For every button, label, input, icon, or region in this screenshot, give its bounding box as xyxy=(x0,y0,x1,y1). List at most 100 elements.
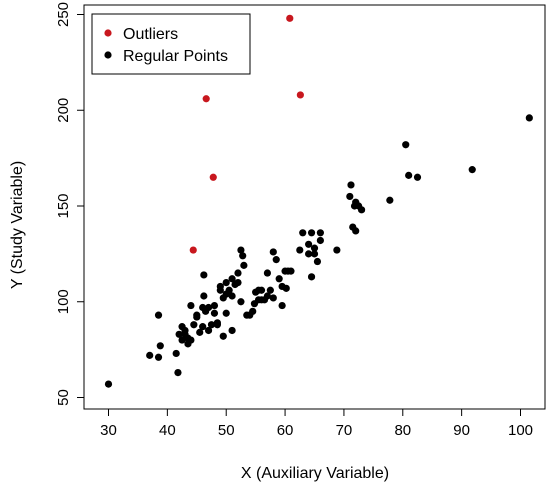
plot-area xyxy=(83,4,546,410)
x-tick-label: 30 xyxy=(100,422,117,439)
plot-border xyxy=(83,4,546,410)
regular-point xyxy=(222,309,230,317)
regular-point xyxy=(275,275,283,283)
regular-point xyxy=(207,321,216,329)
regular-point xyxy=(282,284,290,292)
regular-point xyxy=(254,286,263,294)
regular-point xyxy=(525,114,533,122)
legend-label: Outliers xyxy=(123,26,178,43)
regular-point xyxy=(243,311,251,319)
regular-point xyxy=(269,248,277,256)
regular-point xyxy=(260,296,269,304)
regular-point xyxy=(310,250,319,258)
regular-point xyxy=(234,279,242,287)
regular-point xyxy=(386,196,394,204)
regular-point xyxy=(190,321,198,329)
regular-point xyxy=(307,229,316,237)
regular-point xyxy=(178,336,186,344)
y-tick-label: 150 xyxy=(55,193,72,218)
regular-point xyxy=(468,166,476,174)
regular-point xyxy=(239,252,247,260)
regular-point xyxy=(405,171,413,179)
y-tick-label: 200 xyxy=(55,98,72,123)
legend-marker xyxy=(104,51,112,59)
regular-point xyxy=(174,369,182,377)
regular-point xyxy=(333,246,341,254)
data-points xyxy=(104,14,533,388)
regular-point xyxy=(175,330,183,338)
regular-point xyxy=(172,349,180,358)
x-tick-label: 60 xyxy=(277,422,294,439)
regular-point xyxy=(193,313,201,321)
regular-point xyxy=(228,292,236,300)
x-tick-label: 100 xyxy=(508,422,533,439)
regular-point xyxy=(234,269,242,277)
regular-point xyxy=(305,250,313,258)
regular-point xyxy=(178,323,186,331)
y-tick-label: 250 xyxy=(55,2,72,27)
regular-point xyxy=(316,236,324,245)
x-tick-label: 50 xyxy=(218,422,235,439)
regular-point xyxy=(346,192,354,201)
x-tick-label: 40 xyxy=(159,422,176,439)
regular-point xyxy=(200,271,208,279)
regular-point xyxy=(187,336,195,344)
regular-point xyxy=(249,307,257,315)
regular-point xyxy=(266,286,274,294)
regular-point xyxy=(272,256,280,264)
regular-point xyxy=(219,294,227,302)
axes: 30 40 50 60 70 80 90 100 50 100 150 200 250 xyxy=(55,2,533,439)
regular-point xyxy=(310,244,319,252)
regular-point xyxy=(146,351,154,359)
regular-point xyxy=(154,353,163,361)
regular-point xyxy=(181,330,189,338)
regular-point xyxy=(210,301,219,310)
regular-point xyxy=(313,257,322,266)
regular-point xyxy=(210,309,219,317)
legend-label: Regular Points xyxy=(123,48,228,65)
regular-point xyxy=(278,301,286,310)
regular-point xyxy=(237,298,245,306)
regular-point xyxy=(413,173,422,181)
regular-point xyxy=(316,229,324,237)
regular-point xyxy=(350,202,359,210)
x-tick-label: 90 xyxy=(453,422,470,439)
regular-point xyxy=(196,328,204,336)
regular-point xyxy=(240,261,248,269)
regular-point xyxy=(228,275,236,283)
regular-point xyxy=(213,321,221,329)
legend-marker xyxy=(104,29,112,37)
regular-point xyxy=(104,380,113,388)
regular-point xyxy=(200,292,208,300)
y-tick-label: 50 xyxy=(55,389,72,406)
x-tick-label: 70 xyxy=(336,422,353,439)
regular-point xyxy=(307,273,316,281)
regular-point xyxy=(216,282,224,291)
regular-point xyxy=(156,342,164,350)
regular-point xyxy=(219,332,227,340)
outlier-point xyxy=(209,173,217,181)
regular-point xyxy=(204,326,213,335)
y-tick-label: 100 xyxy=(55,289,72,314)
outlier-point xyxy=(296,91,304,99)
regular-point xyxy=(199,323,207,331)
regular-point xyxy=(299,229,307,237)
regular-point xyxy=(347,181,355,189)
outlier-point xyxy=(189,246,197,254)
regular-point xyxy=(305,240,313,248)
regular-point xyxy=(199,303,207,312)
y-axis-label: Y (Study Variable) xyxy=(9,161,26,289)
outlier-point xyxy=(286,14,294,22)
regular-point xyxy=(187,301,195,310)
regular-point xyxy=(237,246,245,254)
regular-point xyxy=(228,326,236,335)
regular-point xyxy=(154,311,163,319)
regular-point xyxy=(284,267,292,275)
regular-point xyxy=(222,279,230,287)
regular-point xyxy=(402,141,410,149)
legend: Outliers Regular Points xyxy=(91,13,251,75)
regular-point xyxy=(357,206,366,214)
x-tick-label: 80 xyxy=(394,422,411,439)
regular-point xyxy=(352,227,360,235)
